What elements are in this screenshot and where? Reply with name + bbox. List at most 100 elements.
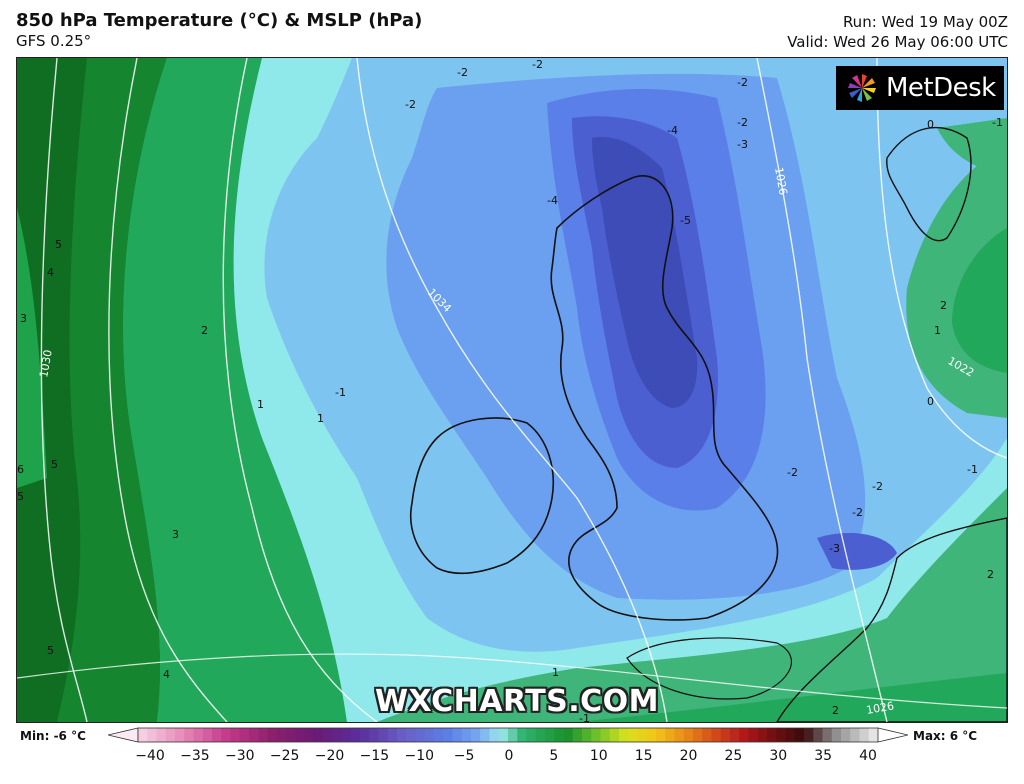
colorbar-cell [804,728,814,742]
norway-coastline [886,126,972,242]
colorbar-cell [683,728,694,742]
temp-label: -5 [680,214,691,227]
temp-label: -2 [737,76,748,89]
colorbar-cell [471,728,481,742]
colorbar-tick-label: −35 [180,748,210,764]
colorbar-cell [619,728,629,742]
colorbar-cell [387,728,398,742]
colorbar-cell [360,728,370,742]
great-britain-coastline [550,175,779,621]
colorbar-cell [868,728,879,742]
temp-label: 2 [940,299,947,312]
colorbar-cell [637,728,648,742]
colorbar-tick-label: −10 [404,748,435,764]
temp-label: 4 [163,668,170,681]
colorbar-cell [665,728,675,742]
isobar-1030-a [108,58,228,722]
colorbar-tick-label: 20 [679,748,698,764]
colorbar-cell [276,728,287,742]
colorbar-tick-label: 35 [814,748,833,764]
colorbar-cell [702,728,712,742]
colorbar-cell [202,728,213,742]
temp-label: 1 [934,324,941,337]
colorbar-cell [258,728,268,742]
colorbar-cell [304,728,315,742]
isobar-south [17,653,1007,709]
colorbar-tick-label: 10 [589,748,608,764]
temp-label: 5 [51,458,58,471]
colorbar-cell [794,728,805,742]
isobar-label: 1026 [772,166,790,196]
temp-band-west-5 [17,58,87,722]
temp-label: -1 [335,386,346,399]
temp-band-south-2 [577,673,1007,722]
temp-label: 1 [257,398,264,411]
colorbar-border [137,727,879,743]
temp-label: 5 [17,490,24,503]
temp-label: -4 [547,194,558,207]
colorbar-tick-label: −20 [314,748,345,764]
colorbar-cell [369,728,379,742]
colorbar-cell [267,728,278,742]
colorbar-cell [785,728,796,742]
colorbar-cell [175,728,185,742]
colorbar-cell [147,728,157,742]
colorbar-cell [443,728,453,742]
max-label: Max: 6 °C [913,729,978,743]
colorbar-cell [563,728,574,742]
colorbar-cell [489,728,500,742]
temp-label: 4 [47,266,54,279]
colorbar-cell [591,728,601,742]
colorbar-cell [434,728,444,742]
isobar-label: 1030 [37,349,55,379]
run-info: Run: Wed 19 May 00Z Valid: Wed 26 May 06… [787,12,1008,52]
colorbar-cell [813,728,823,742]
colorbar-cell [859,728,870,742]
temp-label: -1 [992,116,1003,129]
colorbar-cell [239,728,250,742]
temp-label: -2 [872,480,883,493]
colorbar-min-arrow [108,727,139,743]
colorbar-cell [498,728,509,742]
run-time: Run: Wed 19 May 00Z [842,13,1008,31]
logo-text: MetDesk [886,73,996,103]
temp-label: -1 [967,463,978,476]
colorbar-tick-label: 5 [549,748,559,764]
title-block: 850 hPa Temperature (°C) & MSLP (hPa) GF… [16,10,422,50]
colorbar-cell [341,728,352,742]
colorbar-cell [508,728,518,742]
temperature-colorbar [108,727,908,743]
temp-label: 3 [172,528,179,541]
temp-label: 2 [987,568,994,581]
colorbar-cell [424,728,435,742]
colorbar-tick-label: 40 [859,748,877,764]
colorbar-cell [609,728,620,742]
colorbar-cell [415,728,426,742]
temp-label: -2 [787,466,798,479]
colorbar-cell [748,728,759,742]
colorbar-cell [517,728,527,742]
colorbar-tick-label: 0 [504,748,514,764]
colorbar-cell [776,728,786,742]
colorbar-cell [480,728,490,742]
colorbar-cell [461,728,472,742]
colorbar-cell [165,728,176,742]
colorbar-cell [841,728,851,742]
colorbar-cell [674,728,685,742]
temp-labels: -2 -2 -2 -2 -2 -2 -4 -3 -4 -5 -2 -2 -3 -… [17,58,1003,722]
temp-label: -2 [852,506,863,519]
colorbar-cell [286,728,296,742]
colorbar-cell [378,728,389,742]
temp-label: -3 [829,542,840,555]
colorbar-cell [767,728,777,742]
temp-label: 3 [20,312,27,325]
france-coastline [626,637,792,700]
colorbar-cell [323,728,333,742]
colorbar-cell [757,728,768,742]
colorbar-cell [582,728,592,742]
isobar-mid [356,58,668,722]
colorbar-cell [850,728,860,742]
colorbar-max-arrow [877,727,908,743]
colorbar-tick-label: 30 [769,748,788,764]
temp-label: -2 [737,116,748,129]
